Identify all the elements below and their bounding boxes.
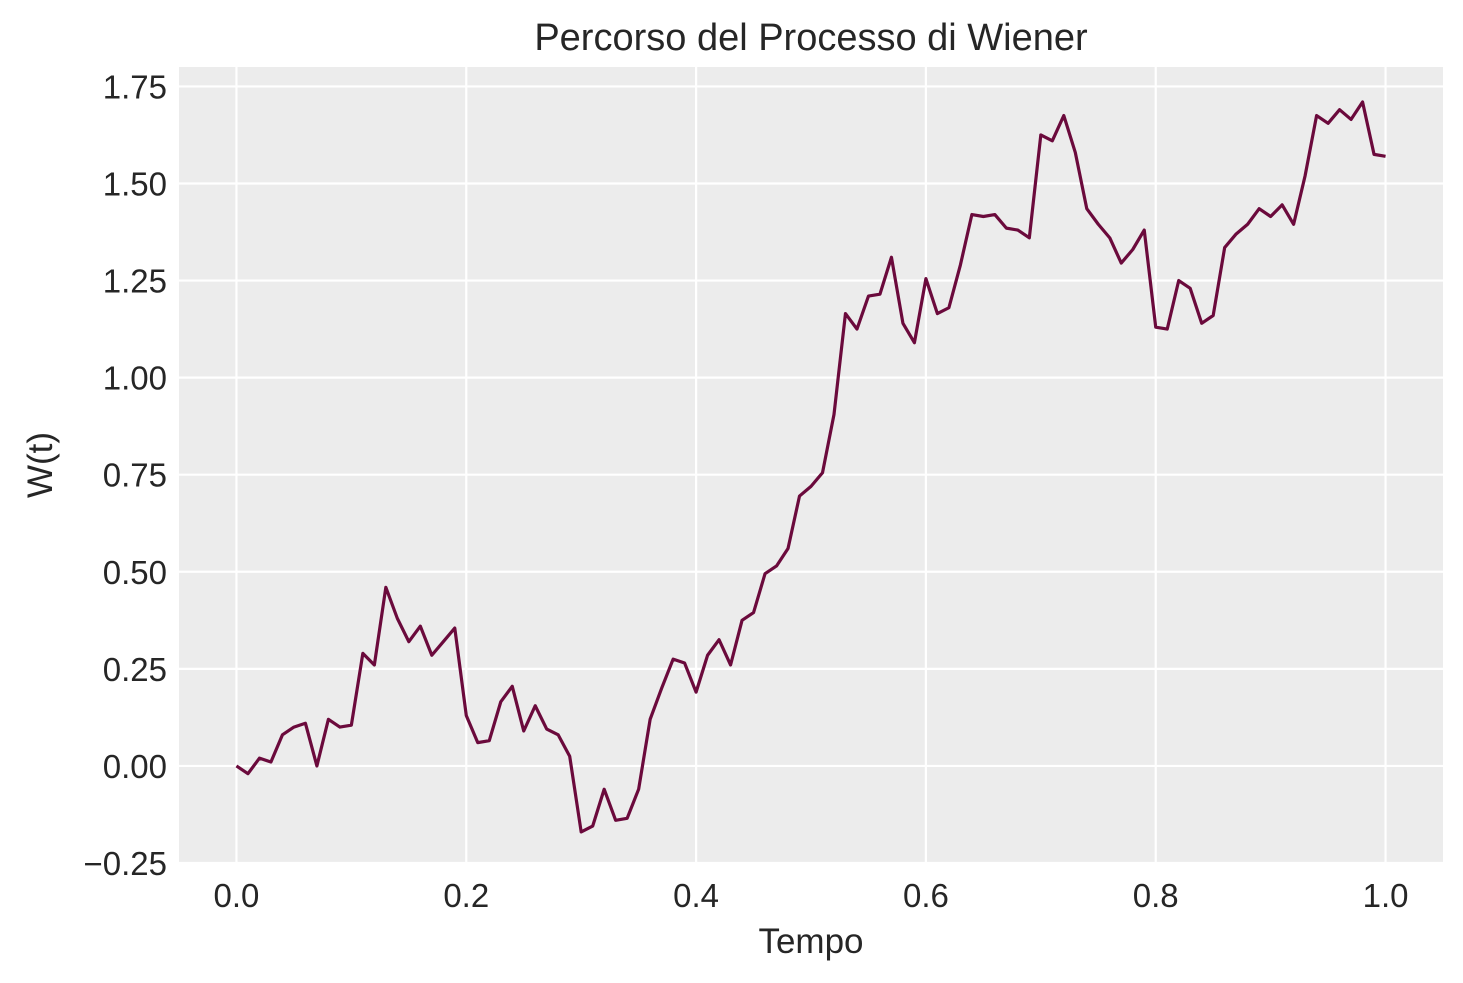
x-tick-label: 0.6 [903,877,949,914]
y-tick-label: 0.25 [103,651,167,688]
x-tick-label: 0.4 [673,877,719,914]
y-tick-label: 0.00 [103,748,167,785]
y-tick-label: 0.50 [103,554,167,591]
y-tick-label: 1.50 [103,165,167,202]
tick-labels: 0.0 0.2 0.4 0.6 0.8 1.0 −0.25 0.00 0.25 0.50 0.75 1… [84,68,1409,914]
x-tick-label: 0.2 [443,877,489,914]
y-tick-label: 1.25 [103,263,167,300]
x-tick-label: 0.8 [1133,877,1179,914]
plot-area [179,67,1443,863]
y-tick-label: −0.25 [84,845,168,882]
chart-title: Percorso del Processo di Wiener [534,17,1088,59]
x-tick-label: 0.0 [214,877,260,914]
y-tick-label: 0.75 [103,457,167,494]
x-tick-label: 1.0 [1363,877,1409,914]
y-tick-label: 1.75 [103,68,167,105]
x-axis-label: Tempo [758,922,863,961]
grid [179,67,1443,865]
y-axis-label: W(t) [21,432,60,498]
series-layer [235,100,1386,834]
series-line [235,100,1386,834]
y-tick-label: 1.00 [103,360,167,397]
